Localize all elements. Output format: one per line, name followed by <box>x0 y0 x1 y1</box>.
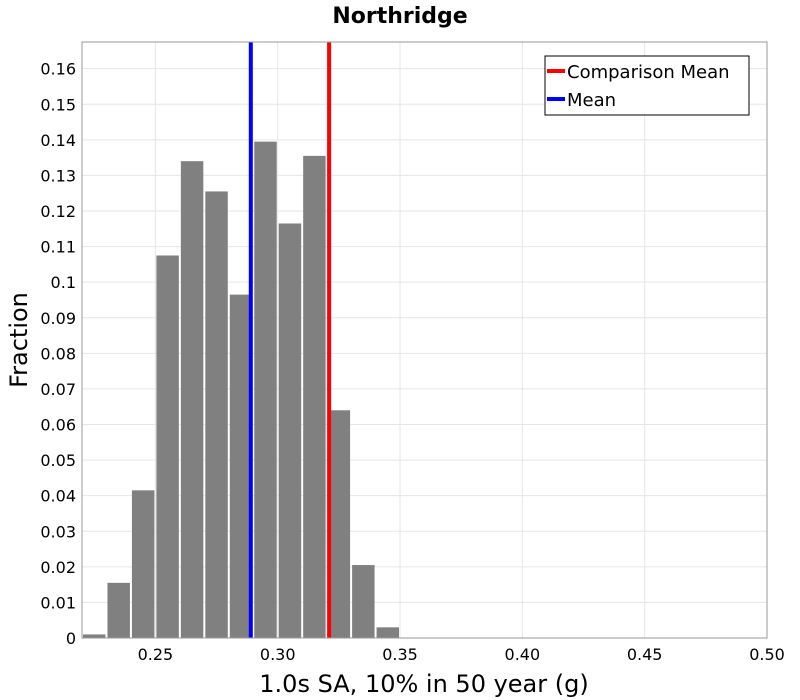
y-tick-label: 0.01 <box>40 593 76 612</box>
y-tick-label: 0 <box>66 629 76 648</box>
y-tick-label: 0.08 <box>40 344 76 363</box>
x-tick-label: 0.45 <box>627 645 663 664</box>
x-tick-label: 0.50 <box>749 645 785 664</box>
histogram-bar <box>107 582 130 638</box>
x-tick-label: 0.35 <box>382 645 418 664</box>
y-tick-label: 0.05 <box>40 451 76 470</box>
histogram-bar <box>376 627 400 638</box>
y-tick-label: 0.02 <box>40 558 76 577</box>
chart-title: Northridge <box>332 4 467 29</box>
histogram-bar <box>254 141 277 638</box>
x-tick-label: 0.25 <box>138 645 174 664</box>
y-tick-label: 0.12 <box>40 202 76 221</box>
y-tick-label: 0.03 <box>40 522 76 541</box>
y-axis-ticks: 0 0.01 0.02 0.03 0.04 0.05 0.06 0.07 0.08 0.09 0.1… <box>40 60 76 648</box>
y-tick-label: 0.06 <box>40 416 76 435</box>
y-tick-label: 0.09 <box>40 309 76 328</box>
y-tick-label: 0.04 <box>40 487 76 506</box>
histogram-bar <box>303 155 326 639</box>
histogram-bar <box>352 565 375 638</box>
histogram-bar <box>156 255 179 638</box>
y-tick-label: 0.14 <box>40 131 76 150</box>
histogram-bar <box>205 191 228 639</box>
plot-border <box>81 41 768 639</box>
y-tick-label: 0.16 <box>40 60 76 79</box>
histogram-bar <box>180 161 204 638</box>
legend-box <box>544 55 750 116</box>
legend-label-mean: Mean <box>567 90 616 111</box>
histogram-bar <box>131 490 155 638</box>
legend-label-comparison-mean: Comparison Mean <box>567 62 730 83</box>
bars-group <box>83 141 400 639</box>
legend: Comparison Mean Mean <box>544 55 750 116</box>
y-axis-label: Fraction <box>5 292 33 388</box>
y-tick-label: 0.13 <box>40 166 76 185</box>
mean-lines-group <box>248 42 332 638</box>
y-tick-label: 0.1 <box>51 273 76 292</box>
y-tick-label: 0.11 <box>40 238 76 257</box>
histogram-bar <box>229 294 253 638</box>
histogram-bar <box>83 634 106 638</box>
x-axis-ticks: 0.25 0.30 0.35 0.40 0.45 0.50 <box>138 645 785 664</box>
y-tick-label: 0.07 <box>40 380 76 399</box>
x-axis-label: 1.0s SA, 10% in 50 year (g) <box>259 670 588 698</box>
y-tick-label: 0.15 <box>40 95 76 114</box>
histogram-bar <box>327 410 351 638</box>
x-tick-label: 0.30 <box>260 645 296 664</box>
histogram-bar <box>278 223 302 638</box>
x-tick-label: 0.40 <box>505 645 541 664</box>
